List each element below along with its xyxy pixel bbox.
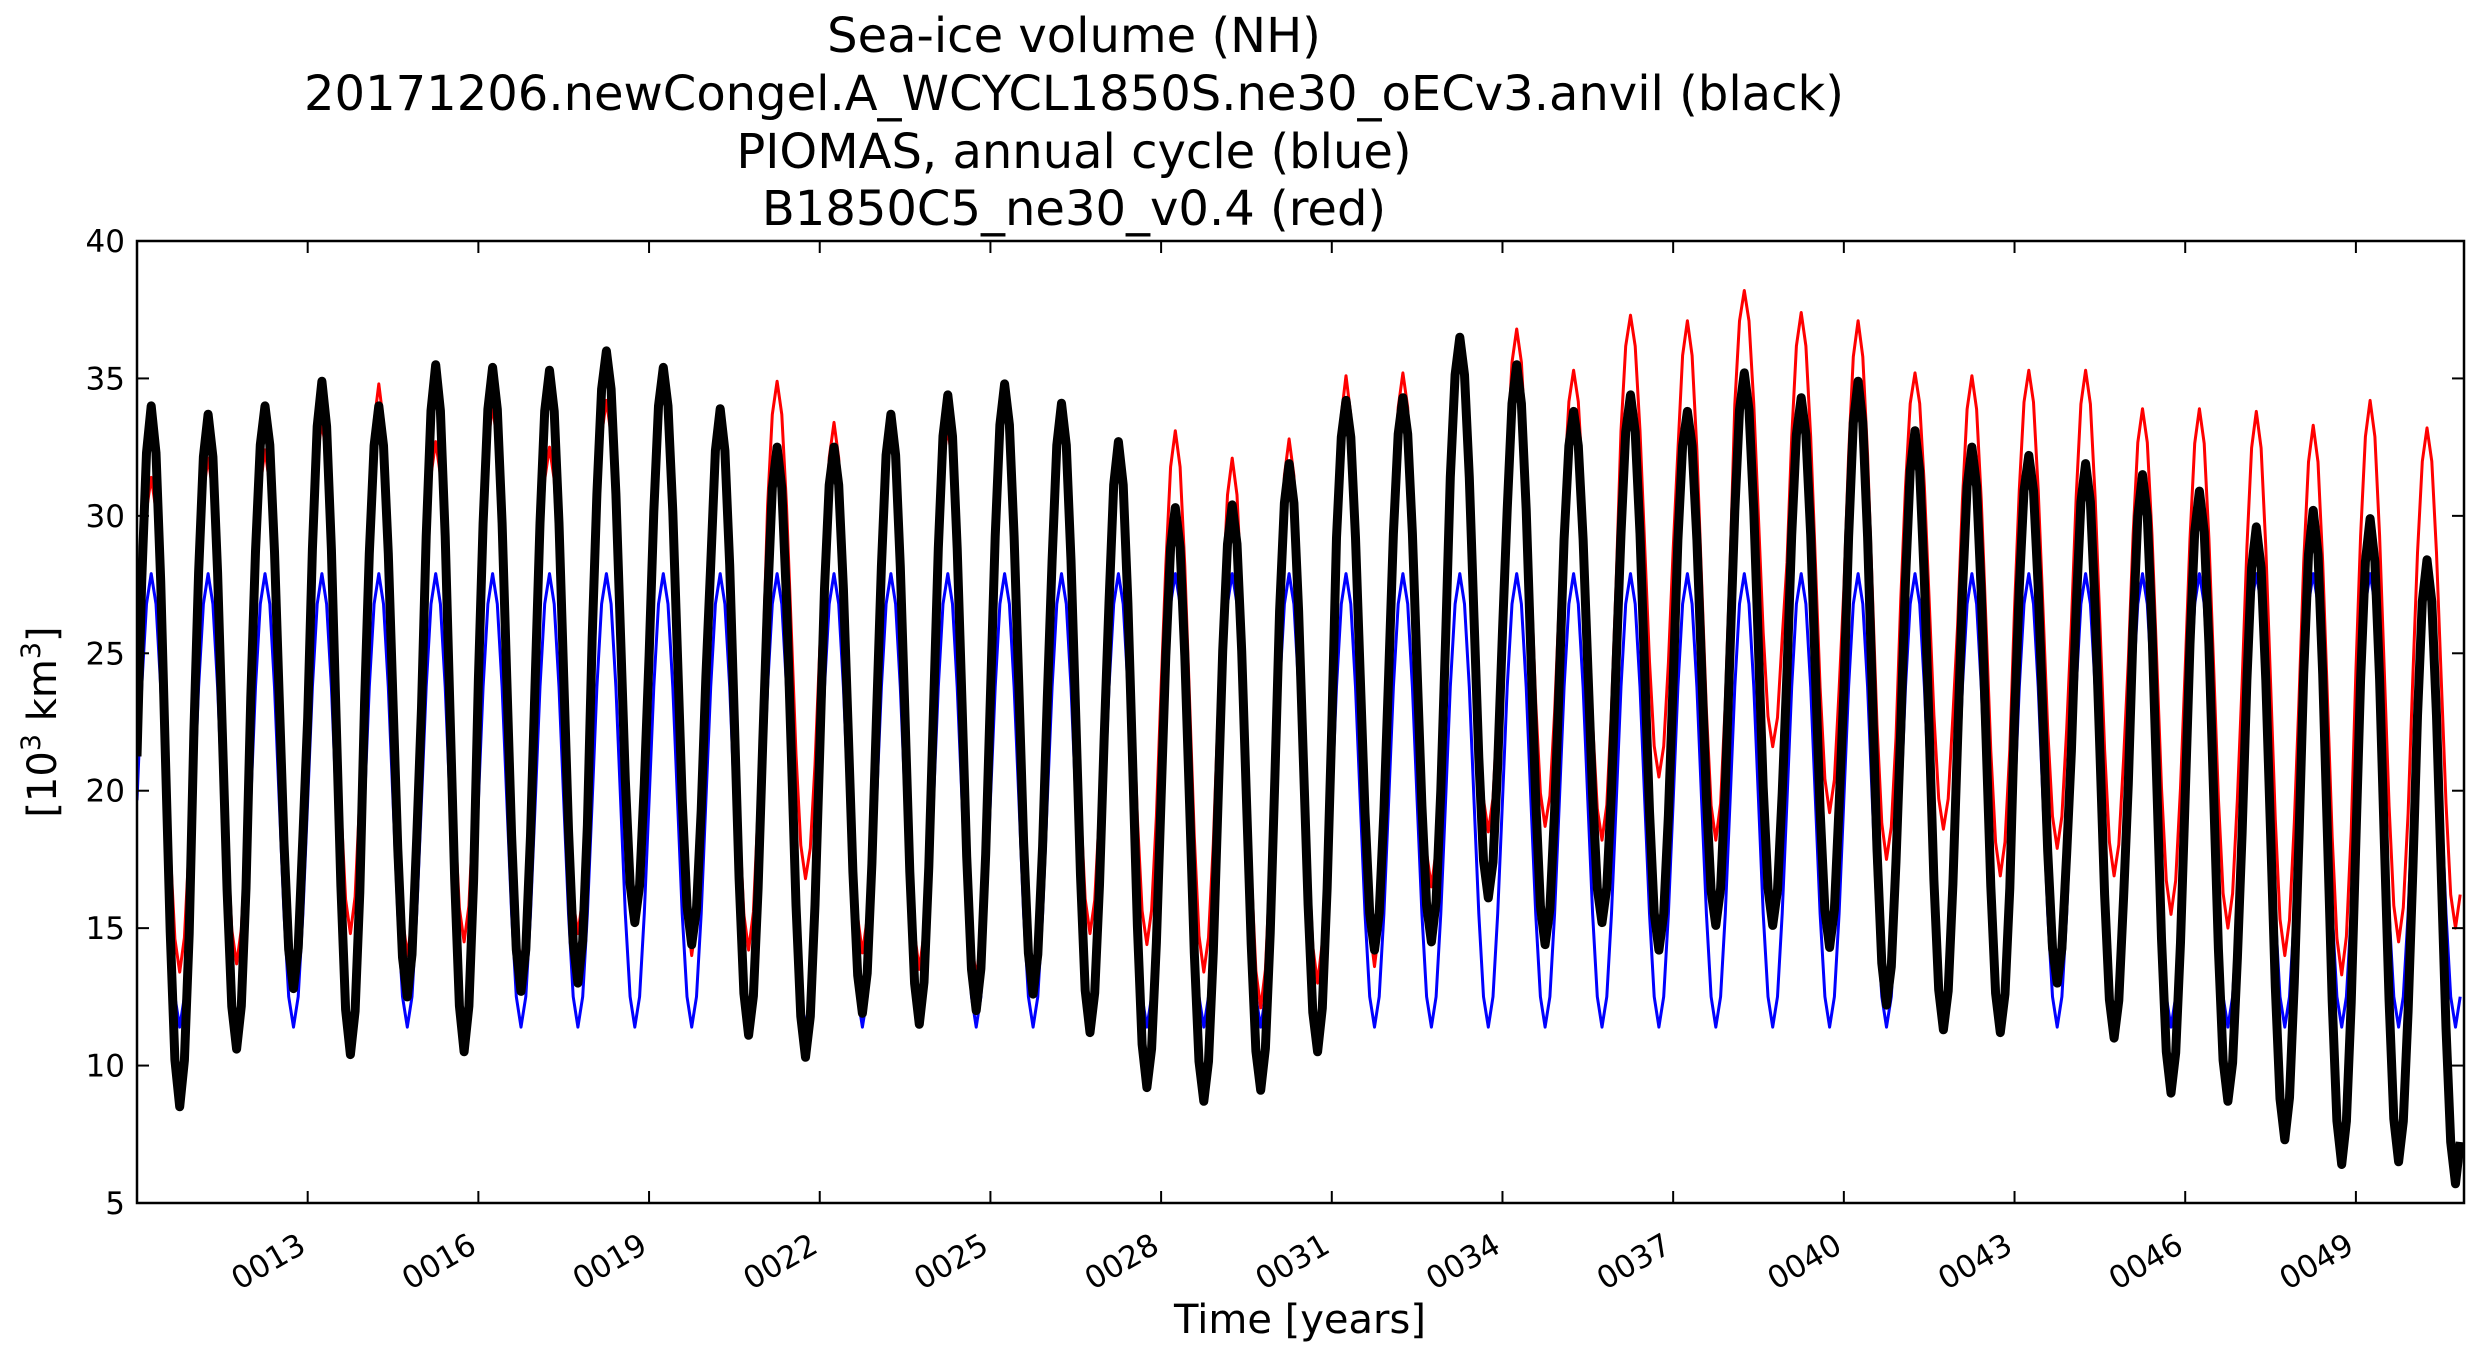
y-tick-label: 10 <box>86 1049 125 1085</box>
x-tick-label: 0013 <box>225 1227 311 1298</box>
y-axis-label-mid: km <box>20 659 66 734</box>
x-tick-label: 0040 <box>1762 1227 1848 1298</box>
title-line-3: PIOMAS, annual cycle (blue) <box>736 124 1411 180</box>
y-tick-label: 30 <box>86 499 125 535</box>
y-axis: 5 10 15 20 25 30 35 40 <box>86 224 2464 1222</box>
series-line-3 <box>137 332 2464 1189</box>
plot-area: 5 10 15 20 25 30 35 40 0013 0016 0019 0022 0025 0028… <box>86 224 2466 1298</box>
x-tick-label: 0046 <box>2103 1227 2189 1298</box>
series-layer <box>137 289 2464 1189</box>
x-tick-label: 0016 <box>396 1227 482 1298</box>
title-line-2: 20171206.newCongel.A_WCYCL1850S.ne30_oEC… <box>304 66 1844 122</box>
x-tick-label: 0022 <box>737 1227 823 1298</box>
chart-title: Sea-ice volume (NH) 20171206.newCongel.A… <box>304 8 1844 237</box>
y-tick-label: 35 <box>86 361 125 397</box>
y-tick-label: 25 <box>86 636 125 672</box>
x-tick-label: 0028 <box>1079 1227 1165 1298</box>
plot-frame <box>135 239 2466 1205</box>
y-axis-label: [103 km3] <box>16 626 66 817</box>
y-axis-label-main: [10 <box>20 751 66 818</box>
x-tick-label: 0019 <box>567 1227 653 1298</box>
x-tick-label: 0034 <box>1420 1227 1506 1298</box>
y-axis-label-sup1: 3 <box>16 734 47 751</box>
title-line-1: Sea-ice volume (NH) <box>827 8 1321 64</box>
y-tick-label: 20 <box>86 774 125 810</box>
x-tick-label: 0031 <box>1249 1227 1335 1298</box>
y-axis-label-end: ] <box>20 626 66 642</box>
x-tick-label: 0049 <box>2274 1227 2360 1298</box>
x-tick-label: 0043 <box>1932 1227 2018 1298</box>
y-tick-label: 5 <box>105 1186 125 1222</box>
y-tick-label: 15 <box>86 911 125 947</box>
y-axis-label-sup2: 3 <box>16 642 47 659</box>
title-line-4: B1850C5_ne30_v0.4 (red) <box>762 181 1386 237</box>
x-axis-label: Time [years] <box>1173 1297 1426 1343</box>
y-tick-label: 40 <box>86 224 125 260</box>
x-tick-label: 0025 <box>908 1227 994 1298</box>
x-tick-label: 0037 <box>1591 1227 1677 1298</box>
